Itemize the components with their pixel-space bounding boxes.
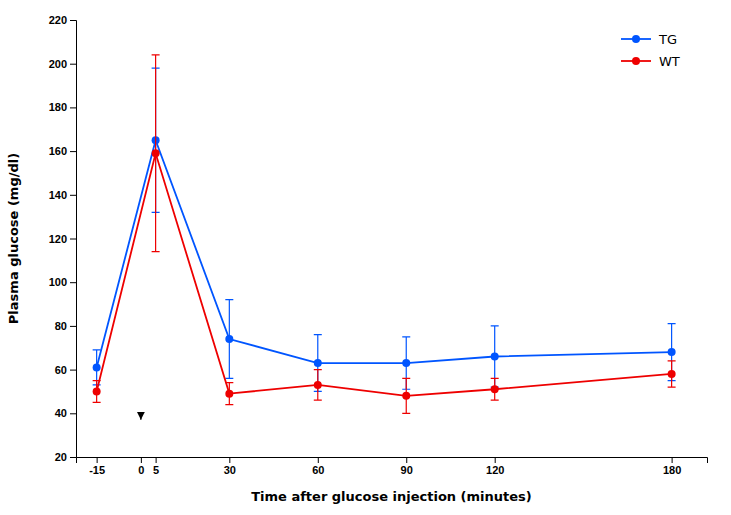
tick-mark [70, 107, 76, 108]
x-axis-title: Time after glucose injection (minutes) [251, 489, 532, 504]
error-bar [314, 370, 322, 401]
tick-label: 180 [49, 101, 67, 113]
point [225, 335, 233, 343]
tick: 220 [49, 14, 76, 26]
point [402, 392, 410, 400]
error-bar [225, 300, 233, 379]
point [314, 381, 322, 389]
tick-mark [70, 20, 76, 21]
tick-mark [70, 413, 76, 414]
chart: -15 05 30 60 90 120 180 20 40 60 80 100 120 140 160 180… [0, 0, 731, 515]
tick: 140 [49, 189, 76, 201]
error-bar [314, 335, 322, 392]
tick-label: 160 [49, 145, 67, 157]
tick-mark [495, 457, 496, 463]
point [93, 387, 101, 395]
point [402, 359, 410, 367]
tick: 200 [49, 58, 76, 70]
tick-label: 80 [55, 320, 67, 332]
tick-mark [97, 457, 98, 463]
series [93, 68, 676, 391]
tick: 160 [49, 145, 76, 157]
tick: 180 [49, 101, 76, 113]
marks [93, 55, 676, 420]
axis-line [70, 21, 77, 458]
tick-mark [229, 457, 230, 463]
x-axis: -15 05 30 60 90 120 180 [77, 457, 708, 476]
axis-line [77, 458, 708, 464]
tick-label: 40 [55, 407, 67, 419]
tick-mark [70, 239, 76, 240]
error-bar [668, 324, 676, 381]
tick: 120 [49, 233, 76, 245]
point [314, 359, 322, 367]
tick-mark [141, 457, 142, 463]
tick-mark [70, 370, 76, 371]
tick-label: 100 [49, 276, 67, 288]
tick-label: 140 [49, 189, 67, 201]
line [97, 140, 672, 367]
tick-label: 60 [55, 364, 67, 376]
tick-mark [70, 151, 76, 152]
legend-label: WT [659, 54, 680, 69]
legend-marker [632, 57, 640, 65]
tick-label: 90 [401, 464, 413, 476]
point [93, 363, 101, 371]
error-bar [402, 378, 410, 413]
tick-mark [70, 195, 76, 196]
tick: 40 [55, 407, 76, 419]
tick: 100 [49, 276, 76, 288]
tick-mark [70, 457, 76, 458]
tick-label: 220 [49, 14, 67, 26]
point [668, 370, 676, 378]
legend-label: TG [658, 32, 677, 47]
tick-label: 5 [153, 464, 159, 476]
tick-label: 60 [312, 464, 324, 476]
legend-item: TG [621, 32, 677, 47]
tick-label: 0 [138, 464, 144, 476]
tick: 80 [55, 320, 76, 332]
error-bar [668, 361, 676, 387]
y-axis-title: Plasma glucose (mg/dl) [6, 153, 21, 324]
tick: 120 [486, 457, 504, 476]
tick: 0 [138, 457, 144, 476]
point [491, 385, 499, 393]
plot: -15 05 30 60 90 120 180 20 40 60 80 100 120 140 160 180… [49, 14, 708, 476]
point [225, 390, 233, 398]
legend-marker [632, 35, 640, 43]
tick: 60 [55, 364, 76, 376]
legend-item: WT [621, 54, 680, 69]
tick-label: -15 [89, 464, 105, 476]
tick: 90 [401, 457, 413, 476]
error-bar [152, 55, 160, 252]
line [97, 153, 672, 396]
tick-label: 30 [224, 464, 236, 476]
y-axis: 20 40 60 80 100 120 140 160 180 200 220 [49, 14, 77, 463]
tick-label: 120 [49, 233, 67, 245]
series [93, 55, 676, 413]
tick-label: 200 [49, 58, 67, 70]
tick-mark [70, 64, 76, 65]
error-bar [491, 378, 499, 400]
tick-label: 120 [486, 464, 504, 476]
tick: 60 [312, 457, 324, 476]
point [491, 352, 499, 360]
tick: 180 [663, 457, 681, 476]
tick: -15 [89, 457, 105, 476]
tick: 5 [153, 457, 159, 476]
tick: 30 [224, 457, 236, 476]
point [152, 149, 160, 157]
tick: 20 [55, 451, 76, 463]
tick-mark [318, 457, 319, 463]
tick-mark [70, 282, 76, 283]
tick-label: 180 [663, 464, 681, 476]
arrow [140, 418, 141, 420]
point [668, 348, 676, 356]
tick-label: 20 [55, 451, 67, 463]
tick-mark [406, 457, 407, 463]
tick-mark [672, 457, 673, 463]
tick-mark [156, 457, 157, 463]
tick-mark [70, 326, 76, 327]
legend: TG WT [621, 32, 680, 69]
